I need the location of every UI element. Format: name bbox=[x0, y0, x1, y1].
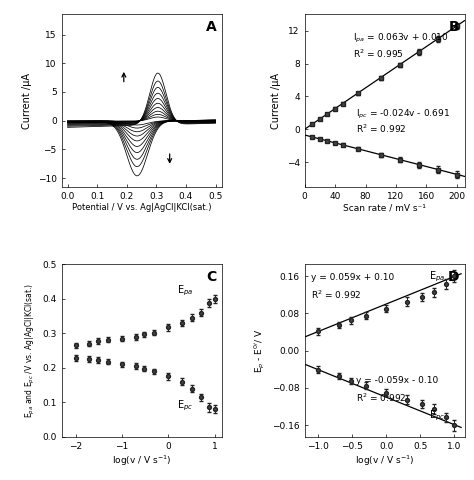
X-axis label: Potential / V vs. Ag|AgCl|KCl(sat.): Potential / V vs. Ag|AgCl|KCl(sat.) bbox=[72, 204, 211, 213]
Text: C: C bbox=[207, 270, 217, 284]
Text: E$_{pc}$: E$_{pc}$ bbox=[177, 399, 193, 413]
Text: E$_{pa}$: E$_{pa}$ bbox=[429, 270, 446, 284]
Text: B: B bbox=[449, 20, 460, 34]
Text: E$_{pa}$: E$_{pa}$ bbox=[177, 283, 193, 298]
Text: y = 0.059x + 0.10: y = 0.059x + 0.10 bbox=[311, 273, 394, 282]
Text: R$^2$ = 0.992: R$^2$ = 0.992 bbox=[356, 392, 406, 404]
Text: R$^2$ = 0.995: R$^2$ = 0.995 bbox=[353, 47, 403, 60]
Y-axis label: E$_p$ - E$^{0\prime}$/ V: E$_p$ - E$^{0\prime}$/ V bbox=[252, 328, 266, 373]
Y-axis label: Current /μA: Current /μA bbox=[271, 72, 281, 129]
X-axis label: log(v / V s$^{-1}$): log(v / V s$^{-1}$) bbox=[112, 454, 171, 468]
Text: A: A bbox=[206, 20, 217, 34]
Text: R$^2$ = 0.992: R$^2$ = 0.992 bbox=[356, 123, 406, 135]
Text: E$_{pc}$: E$_{pc}$ bbox=[429, 408, 446, 423]
X-axis label: log(v / V s$^{-1}$): log(v / V s$^{-1}$) bbox=[355, 454, 414, 468]
Text: I$_{pa}$ = 0.063v + 0.010: I$_{pa}$ = 0.063v + 0.010 bbox=[353, 32, 448, 45]
Text: R$^2$ = 0.992: R$^2$ = 0.992 bbox=[311, 288, 362, 301]
X-axis label: Scan rate / mV s⁻¹: Scan rate / mV s⁻¹ bbox=[343, 204, 426, 213]
Text: D: D bbox=[448, 270, 460, 284]
Text: y = -0.059x - 0.10: y = -0.059x - 0.10 bbox=[356, 376, 438, 385]
Text: I$_{pc}$ = -0.024v - 0.691: I$_{pc}$ = -0.024v - 0.691 bbox=[356, 108, 450, 120]
Y-axis label: Current /μA: Current /μA bbox=[22, 72, 32, 129]
Y-axis label: E$_{pa}$ and E$_{pc}$ /V vs. Ag|AgCl|KCl(sat.): E$_{pa}$ and E$_{pc}$ /V vs. Ag|AgCl|KCl… bbox=[24, 283, 37, 418]
